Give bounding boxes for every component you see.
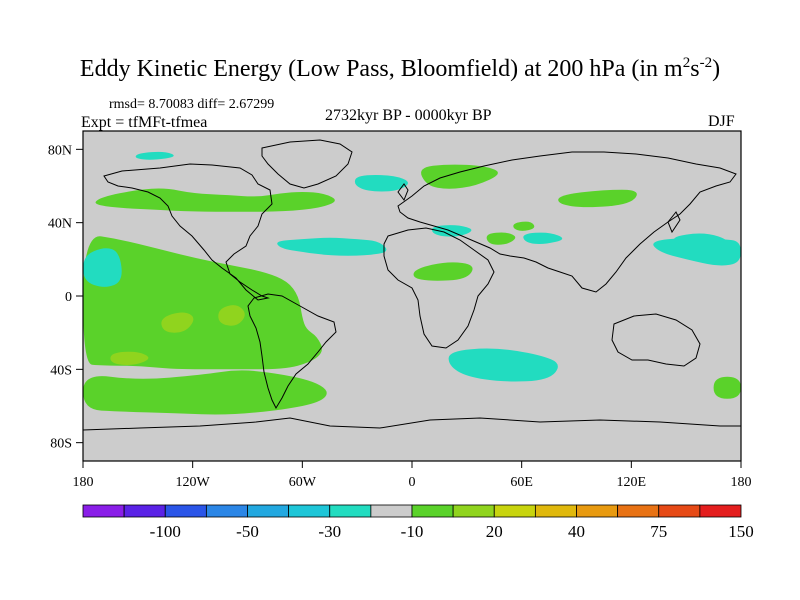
colorbar-swatch [699,504,742,518]
region-tropical-pacific-yellow-1 [161,312,194,333]
period-label: 2732kyr BP - 0000kyr BP [325,107,492,124]
colorbar-swatch [617,504,660,518]
x-tick-label: 120E [617,475,647,490]
colorbar-swatch [411,504,454,518]
region-north-atlantic-negative [277,237,387,256]
coastline-greenland [261,139,353,189]
coastline-south-america [247,293,337,410]
x-tick-label: 120W [176,475,211,490]
x-axis: 180 120W 60W 0 60E 120E 180 [73,461,752,490]
x-tick-label: 60E [510,475,533,490]
region-africa-positive [413,262,473,281]
colorbar-swatch [247,504,290,518]
coastline-antarctica [83,417,741,431]
coastline-australia [611,313,701,367]
colorbar-label: 40 [568,522,585,541]
y-tick-label: 40S [50,363,72,378]
region-middle-east-positive [486,232,516,245]
colorbar-label: -10 [401,522,424,541]
coastline-japan [667,211,681,234]
stats-label: rmsd= 8.70083 diff= 2.67299 [109,97,275,112]
y-axis: 80N 40N 0 40S 80S [48,143,83,452]
y-tick-label: 0 [65,290,72,305]
region-south-indian-negative [448,348,558,382]
x-tick-label: 180 [73,475,94,490]
region-south-pacific-yellow [110,351,149,365]
colorbar-swatch [288,504,331,518]
region-arctic-patch [135,151,174,160]
anomaly-regions [83,151,741,415]
colorbar-swatch [82,504,125,518]
colorbar-swatch [205,504,248,518]
colorbar-swatch [534,504,577,518]
experiment-label: Expt = tfMFt-tfmea [81,114,208,131]
chart-title: Eddy Kinetic Energy (Low Pass, Bloomfiel… [79,55,721,82]
x-tick-label: 60W [289,475,317,490]
colorbar: -100 -50 -30 -10 20 40 75 150 [82,504,754,541]
region-south-asia-negative [523,232,563,245]
colorbar-swatch [658,504,701,518]
colorbar-swatch [370,504,413,518]
colorbar-swatch [493,504,536,518]
region-south-pacific-east-positive [713,376,741,399]
y-tick-label: 80N [48,143,72,158]
region-pacific-center-negative [673,233,728,250]
coastline-uk [397,183,409,202]
region-southern-ocean-positive [83,370,327,415]
colorbar-label: 20 [486,522,503,541]
colorbar-swatch [576,504,619,518]
region-north-atlantic-high-negative [354,175,408,192]
region-subtropical-pacific-positive [83,236,322,370]
colorbar-swatch [452,504,495,518]
x-tick-label: 180 [731,475,752,490]
colorbar-label: 150 [728,522,754,541]
coastlines [83,139,741,431]
colorbar-swatch [123,504,166,518]
colorbar-label: 75 [650,522,667,541]
colorbar-label: -50 [236,522,259,541]
coastline-north-america [103,163,273,301]
colorbar-swatch [329,504,372,518]
y-tick-label: 40N [48,217,72,232]
region-tropical-pacific-yellow-2 [218,305,245,326]
x-tick-label: 0 [409,475,416,490]
season-label: DJF [708,113,735,130]
region-north-atlantic-positive [95,188,335,212]
colorbar-label: -30 [318,522,341,541]
region-europe-positive [421,164,498,189]
region-siberia-positive [558,189,637,208]
region-north-pacific-negative [83,248,122,287]
coastline-eurasia [397,151,737,293]
colorbar-label: -100 [150,522,181,541]
coastline-africa [383,227,495,349]
region-central-asia-positive [513,221,535,231]
y-tick-label: 80S [50,437,72,452]
colorbar-swatch [164,504,207,518]
